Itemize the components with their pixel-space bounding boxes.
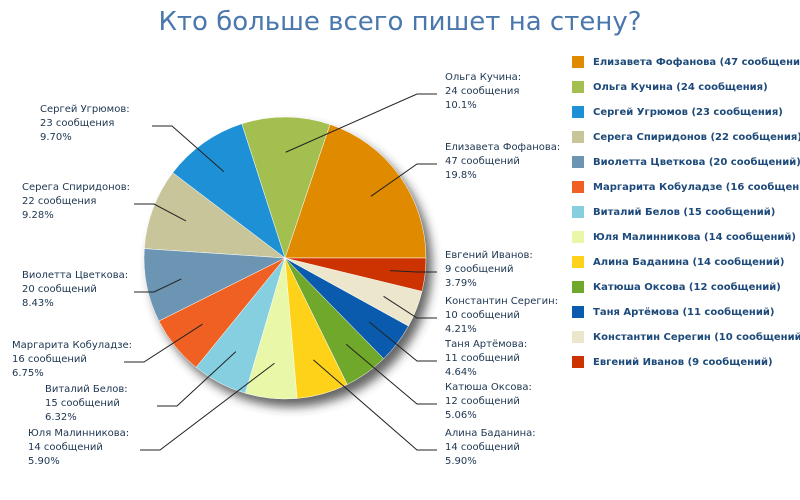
slice-percent-label: 4.21% — [445, 324, 477, 335]
slice-value-label: 14 сообщений — [28, 442, 103, 453]
legend-label: Сергей Угрюмов (23 сообщения) — [593, 106, 783, 118]
slice-value-label: 14 сообщений — [445, 442, 520, 453]
slice-label: Константин Серегин: — [445, 296, 558, 307]
legend-label: Елизавета Фофанова (47 сообщений) — [593, 56, 800, 68]
leader-line — [134, 278, 182, 293]
legend-label: Катюша Оксова (12 сообщений) — [593, 281, 781, 293]
legend-swatch — [572, 206, 584, 218]
legend-swatch — [572, 131, 584, 143]
legend-label: Виталий Белов (15 сообщений) — [593, 206, 775, 218]
slice-percent-label: 5.90% — [28, 456, 60, 467]
slice-label: Алина Баданина: — [445, 428, 536, 439]
legend-swatch — [572, 106, 584, 118]
slice-label: Серега Спиридонов: — [22, 182, 130, 193]
legend-swatch — [572, 231, 584, 243]
slice-percent-label: 19.8% — [445, 170, 477, 181]
slice-value-label: 47 сообщений — [445, 156, 520, 167]
legend-label: Константин Серегин (10 сообщений) — [593, 331, 800, 343]
pie-slice — [172, 123, 286, 259]
slice-percent-label: 9.28% — [22, 210, 54, 221]
leader-line — [152, 125, 225, 173]
slice-value-label: 24 сообщения — [445, 86, 519, 97]
legend-label: Маргарита Кобуладзе (16 сообщений) — [593, 181, 800, 193]
legend-swatch — [572, 181, 584, 193]
leader-line — [313, 359, 437, 451]
slice-label: Елизавета Фофанова: — [445, 142, 560, 153]
slice-value-label: 20 сообщений — [22, 284, 97, 295]
legend-swatch — [572, 281, 584, 293]
legend-label: Таня Артёмова (11 сообщений) — [593, 306, 774, 318]
slice-value-label: 9 сообщений — [445, 264, 514, 275]
leader-line — [124, 323, 203, 363]
slice-value-label: 15 сообщений — [45, 398, 120, 409]
slice-value-label: 12 сообщений — [445, 396, 520, 407]
legend-swatch — [572, 306, 584, 318]
legend-swatch — [572, 256, 584, 268]
slice-label: Таня Артёмова: — [444, 339, 527, 350]
legend-label: Евгений Иванов (9 сообщений) — [593, 356, 773, 368]
legend-label: Серега Спиридонов (22 сообщения) — [593, 131, 800, 143]
leader-line — [285, 93, 437, 153]
legend-label: Юля Малинникова (14 сообщений) — [593, 231, 796, 243]
leader-line — [134, 203, 187, 222]
slice-percent-label: 6.75% — [12, 368, 44, 379]
pie-slice — [241, 116, 331, 259]
leader-line — [157, 351, 237, 407]
slice-percent-label: 8.43% — [22, 298, 54, 309]
slice-value-label: 11 сообщений — [445, 353, 520, 364]
pie-slice — [284, 257, 427, 292]
slice-percent-label: 3.79% — [445, 278, 477, 289]
slice-percent-label: 9.70% — [40, 132, 72, 143]
leader-line — [140, 362, 275, 451]
slice-label: Юля Малинникова: — [28, 428, 129, 439]
slice-value-label: 23 сообщения — [40, 118, 114, 129]
slice-label: Маргарита Кобуладзе: — [12, 340, 132, 351]
legend-swatch — [572, 331, 584, 343]
leader-line — [370, 163, 437, 197]
slice-value-label: 16 сообщений — [12, 354, 87, 365]
legend-label: Ольга Кучина (24 сообщения) — [593, 81, 768, 93]
slice-label: Сергей Угрюмов: — [40, 104, 130, 115]
leader-line — [383, 295, 437, 319]
slice-label: Катюша Оксова: — [445, 382, 532, 393]
pie-slice — [144, 172, 286, 259]
slice-label: Евгений Иванов: — [445, 250, 533, 261]
leader-line — [368, 321, 437, 362]
legend-label: Виолетта Цветкова (20 сообщений) — [593, 156, 800, 168]
chart-title: Кто больше всего пишет на стену? — [158, 7, 641, 37]
slice-value-label: 22 сообщения — [22, 196, 96, 207]
legend-label: Алина Баданина (14 сообщений) — [593, 256, 784, 268]
slice-value-label: 10 сообщений — [445, 310, 520, 321]
slice-label: Ольга Кучина: — [445, 72, 521, 83]
legend-swatch — [572, 356, 584, 368]
legend-swatch — [572, 56, 584, 68]
slice-percent-label: 6.32% — [45, 412, 77, 423]
legend-swatch — [572, 156, 584, 168]
slice-label: Виталий Белов: — [45, 384, 128, 395]
slice-percent-label: 5.06% — [445, 410, 477, 421]
slice-percent-label: 5.90% — [445, 456, 477, 467]
leader-line — [345, 343, 437, 405]
slice-percent-label: 4.64% — [445, 367, 477, 378]
slice-percent-label: 10.1% — [445, 100, 477, 111]
legend-swatch — [572, 81, 584, 93]
leader-line — [389, 270, 437, 273]
slice-label: Виолетта Цветкова: — [22, 270, 128, 281]
